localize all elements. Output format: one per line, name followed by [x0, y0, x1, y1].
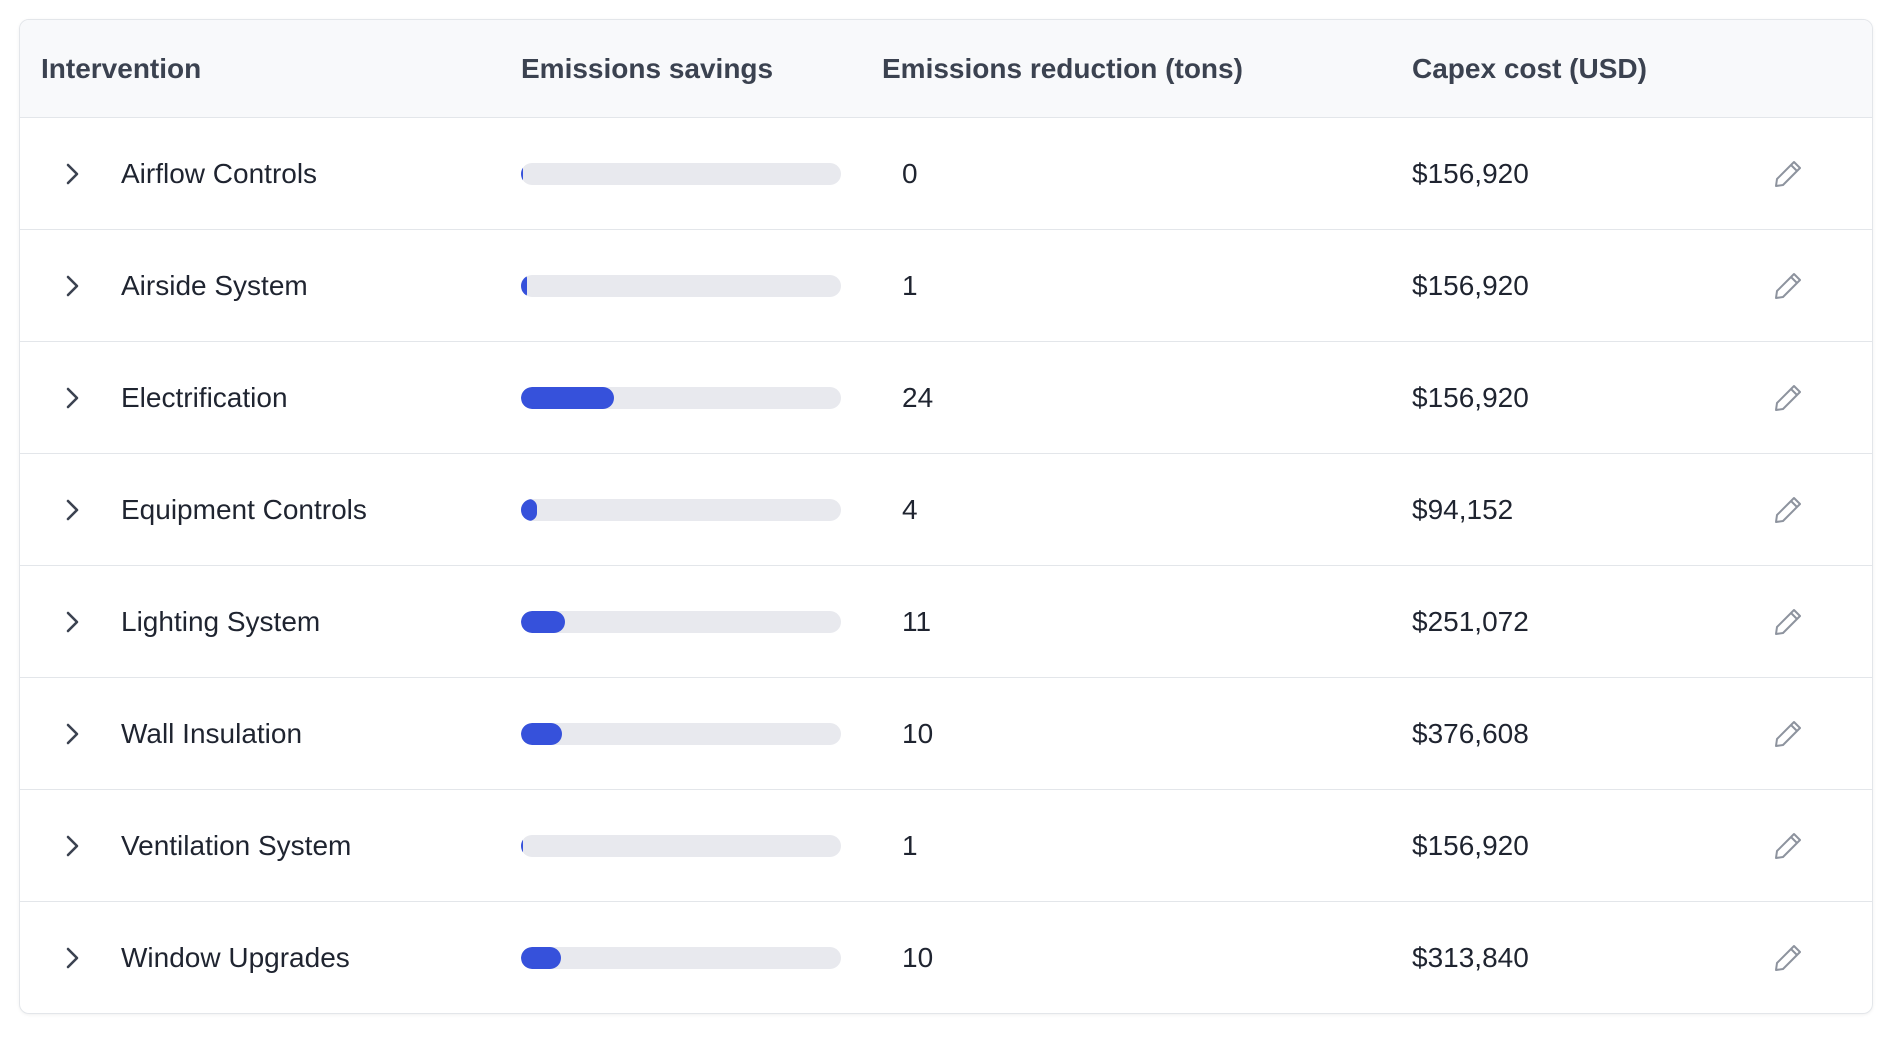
- chevron-icon: [66, 275, 79, 296]
- savings-bar: [521, 610, 565, 633]
- capex-cost: $156,920: [1412, 381, 1529, 413]
- savings-bar: [521, 834, 523, 857]
- chevron-icon: [66, 947, 79, 968]
- chevron-icon: [66, 723, 79, 744]
- pencil-icon: [1775, 272, 1801, 299]
- table-row: Lighting System 11 $251,072: [20, 566, 1872, 678]
- expand-button[interactable]: [54, 380, 90, 416]
- intervention-name: Equipment Controls: [121, 493, 367, 525]
- capex-cost: $94,152: [1412, 493, 1514, 525]
- savings-bar: [521, 162, 523, 185]
- emissions-reduction: 0: [902, 157, 918, 189]
- savings-track: [521, 386, 841, 409]
- pencil-icon: [1775, 160, 1801, 187]
- expand-button[interactable]: [54, 156, 90, 192]
- pencil-icon: [1775, 832, 1801, 859]
- savings-track: [521, 722, 841, 745]
- intervention-name: Electrification: [121, 381, 288, 413]
- savings-track: [521, 834, 841, 857]
- table-header: Intervention Emissions savings Emissions…: [20, 20, 1872, 118]
- savings-bar: [521, 498, 537, 521]
- pencil-icon: [1775, 384, 1801, 411]
- interventions-table: Intervention Emissions savings Emissions…: [19, 19, 1873, 1014]
- table-row: Equipment Controls 4 $94,152: [20, 454, 1872, 566]
- pencil-icon: [1775, 496, 1801, 523]
- pencil-icon: [1775, 608, 1801, 635]
- table-row: Airside System 1 $156,920: [20, 230, 1872, 342]
- intervention-name: Wall Insulation: [121, 717, 303, 749]
- savings-track: [521, 498, 841, 521]
- capex-cost: $376,608: [1412, 717, 1529, 749]
- emissions-reduction: 4: [902, 493, 918, 525]
- column-header: Emissions savings: [521, 52, 774, 84]
- intervention-name: Airflow Controls: [121, 157, 318, 189]
- savings-track: [521, 162, 841, 185]
- expand-button[interactable]: [54, 940, 90, 976]
- expand-button[interactable]: [54, 492, 90, 528]
- savings-bar: [521, 386, 614, 409]
- edit-button[interactable]: [1770, 828, 1806, 864]
- pencil-icon: [1775, 720, 1801, 747]
- intervention-name: Window Upgrades: [121, 941, 350, 973]
- table-row: Ventilation System 1 $156,920: [20, 790, 1872, 902]
- edit-button[interactable]: [1770, 268, 1806, 304]
- expand-button[interactable]: [54, 828, 90, 864]
- edit-button[interactable]: [1770, 380, 1806, 416]
- chevron-icon: [66, 499, 79, 520]
- savings-bar: [521, 722, 562, 745]
- chevron-icon: [66, 387, 79, 408]
- emissions-reduction: 1: [902, 269, 918, 301]
- savings-bar: [521, 946, 561, 969]
- chevron-icon: [66, 611, 79, 632]
- capex-cost: $313,840: [1412, 941, 1529, 973]
- capex-cost: $251,072: [1412, 605, 1529, 637]
- chevron-icon: [66, 835, 79, 856]
- chevron-icon: [66, 163, 79, 184]
- capex-cost: $156,920: [1412, 157, 1529, 189]
- expand-button[interactable]: [54, 604, 90, 640]
- capex-cost: $156,920: [1412, 269, 1529, 301]
- emissions-reduction: 11: [902, 605, 932, 637]
- capex-cost: $156,920: [1412, 829, 1529, 861]
- emissions-reduction: 24: [902, 381, 934, 413]
- savings-track: [521, 610, 841, 633]
- column-header: Intervention: [41, 52, 202, 84]
- table-row: Window Upgrades 10 $313,840: [20, 902, 1872, 1013]
- edit-button[interactable]: [1770, 604, 1806, 640]
- edit-button[interactable]: [1770, 940, 1806, 976]
- intervention-name: Airside System: [121, 269, 308, 301]
- emissions-reduction: 10: [902, 717, 934, 749]
- expand-button[interactable]: [54, 268, 90, 304]
- intervention-name: Ventilation System: [121, 829, 352, 861]
- pencil-icon: [1775, 944, 1801, 971]
- column-header: Capex cost (USD): [1412, 52, 1647, 84]
- table-row: Electrification 24 $156,920: [20, 342, 1872, 454]
- expand-button[interactable]: [54, 716, 90, 752]
- edit-button[interactable]: [1770, 716, 1806, 752]
- column-header: Emissions reduction (tons): [882, 52, 1243, 84]
- savings-track: [521, 946, 841, 969]
- savings-bar: [521, 274, 528, 297]
- table-row: Wall Insulation 10 $376,608: [20, 678, 1872, 790]
- savings-track: [521, 274, 841, 297]
- emissions-reduction: 1: [902, 829, 918, 861]
- table-row: Airflow Controls 0 $156,920: [20, 118, 1872, 230]
- intervention-name: Lighting System: [121, 605, 321, 637]
- edit-button[interactable]: [1770, 492, 1806, 528]
- edit-button[interactable]: [1770, 156, 1806, 192]
- emissions-reduction: 10: [902, 941, 934, 973]
